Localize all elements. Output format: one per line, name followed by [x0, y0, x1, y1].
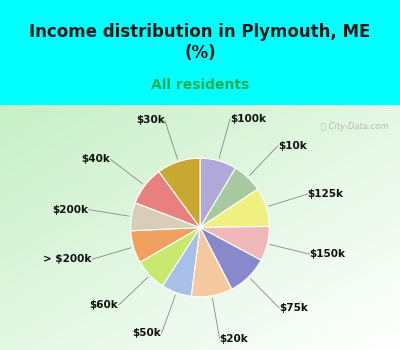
Text: $60k: $60k — [90, 300, 118, 310]
Text: $40k: $40k — [82, 154, 110, 164]
Wedge shape — [200, 189, 269, 228]
Wedge shape — [159, 158, 200, 228]
Wedge shape — [131, 203, 200, 231]
Text: $20k: $20k — [220, 334, 248, 343]
Text: All residents: All residents — [151, 78, 249, 92]
Text: $75k: $75k — [279, 303, 308, 313]
Text: $50k: $50k — [133, 328, 162, 338]
Wedge shape — [162, 228, 200, 296]
Text: $10k: $10k — [278, 141, 306, 151]
Text: Income distribution in Plymouth, ME
(%): Income distribution in Plymouth, ME (%) — [29, 23, 371, 62]
Wedge shape — [140, 228, 200, 286]
Text: $30k: $30k — [136, 116, 165, 125]
Text: $150k: $150k — [310, 249, 346, 259]
Wedge shape — [135, 172, 200, 228]
Wedge shape — [191, 228, 232, 297]
Text: $100k: $100k — [230, 114, 266, 124]
Wedge shape — [200, 168, 258, 228]
Text: ⓘ City-Data.com: ⓘ City-Data.com — [321, 122, 388, 131]
Text: $200k: $200k — [53, 205, 89, 215]
Text: $125k: $125k — [308, 189, 344, 199]
Text: > $200k: > $200k — [44, 254, 92, 264]
Wedge shape — [200, 226, 269, 260]
Wedge shape — [200, 158, 236, 228]
Wedge shape — [200, 228, 261, 289]
Wedge shape — [131, 228, 200, 262]
